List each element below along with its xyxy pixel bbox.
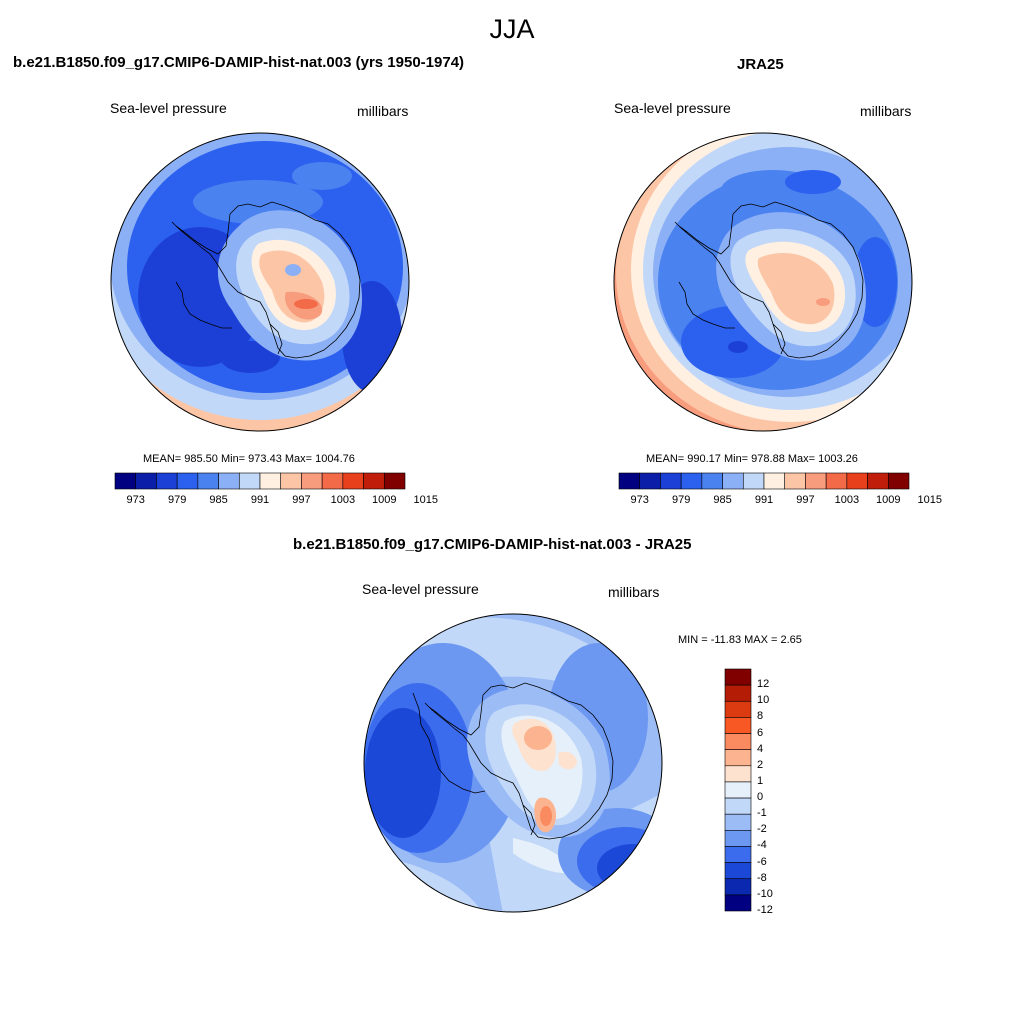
model-variable-label: Sea-level pressure <box>110 100 227 116</box>
model-colorbar-box <box>259 472 282 490</box>
diff-colorbar-box <box>724 797 752 815</box>
diff-colorbar-tick-label: 0 <box>757 791 764 804</box>
diff-colorbar-tick-label: 4 <box>757 742 764 755</box>
obs-colorbar-tick-label: 997 <box>796 494 815 506</box>
model-panel-title: b.e21.B1850.f09_g17.CMIP6-DAMIP-hist-nat… <box>13 54 465 71</box>
obs-colorbar-tick-label: 1003 <box>834 494 860 506</box>
diff-colorbar-tick-label: -6 <box>757 855 767 868</box>
model-colorbar-box <box>176 472 199 490</box>
obs-colorbar-box <box>825 472 848 490</box>
obs-colorbar-box <box>701 472 723 490</box>
obs-colorbar-box <box>680 472 703 490</box>
diff-colorbar-box <box>724 862 752 880</box>
model-colorbar-tick-label: 997 <box>292 494 311 506</box>
model-colorbar-box <box>321 472 344 490</box>
diff-colorbar <box>724 668 752 912</box>
obs-colorbar-box <box>784 472 806 490</box>
model-colorbar-tick-label: 1009 <box>372 494 397 506</box>
figure-title: JJA <box>489 14 535 44</box>
diff-colorbar-box <box>724 765 752 783</box>
diff-polar-map <box>363 613 663 913</box>
obs-colorbar-box <box>618 472 641 490</box>
obs-colorbar-tick-label: 1015 <box>917 494 942 506</box>
model-colorbar-box <box>114 472 137 490</box>
model-polar-map <box>110 132 410 432</box>
diff-colorbar-box <box>724 878 752 896</box>
obs-colorbar-box <box>887 472 910 490</box>
obs-colorbar-box <box>805 472 827 490</box>
diff-variable-label: Sea-level pressure <box>362 581 479 597</box>
obs-colorbar-box <box>763 472 786 490</box>
diff-colorbar-box <box>724 781 752 799</box>
diff-colorbar-tick-label: 10 <box>757 694 770 707</box>
diff-colorbar-box <box>724 668 752 686</box>
obs-colorbar-tick-label: 1009 <box>876 494 901 506</box>
model-colorbar-tick-label: 973 <box>126 494 145 506</box>
model-colorbar-box <box>218 472 240 490</box>
diff-colorbar-box <box>724 749 752 767</box>
diff-colorbar-box <box>724 846 752 863</box>
diff-units-label: millibars <box>608 584 660 600</box>
obs-colorbar-tick-label: 979 <box>671 494 691 506</box>
model-colorbar-box <box>363 472 385 490</box>
obs-colorbar-box <box>742 472 765 490</box>
model-colorbar-tick-label: 1003 <box>330 494 356 506</box>
model-colorbar-tick-label: 985 <box>209 494 228 506</box>
model-colorbar-tick-label: 991 <box>250 494 270 506</box>
model-colorbar <box>114 472 406 490</box>
obs-colorbar-box <box>867 472 889 490</box>
model-colorbar-box <box>156 472 178 490</box>
model-colorbar-box <box>238 472 261 490</box>
model-units-label: millibars <box>357 103 409 119</box>
diff-colorbar-tick-label: -12 <box>757 904 773 916</box>
diff-colorbar-box <box>724 894 752 912</box>
diff-colorbar-box <box>724 684 752 702</box>
diff-colorbar-tick-label: 12 <box>757 678 770 691</box>
obs-colorbar-box <box>660 472 682 490</box>
model-colorbar-box <box>197 472 219 490</box>
obs-panel-title: JRA25 <box>737 56 784 73</box>
diff-stats: MIN = -11.83 MAX = 2.65 <box>678 634 802 646</box>
obs-polar-map <box>613 132 913 432</box>
diff-colorbar-box <box>724 717 752 734</box>
diff-colorbar-tick-label: 2 <box>757 758 764 771</box>
diff-colorbar-tick-label: -2 <box>757 823 767 836</box>
diff-panel-title: b.e21.B1850.f09_g17.CMIP6-DAMIP-hist-nat… <box>293 536 692 553</box>
model-colorbar-box <box>301 472 323 490</box>
obs-colorbar-box <box>639 472 661 490</box>
diff-colorbar-tick-label: -1 <box>757 807 767 820</box>
diff-colorbar-tick-label: -10 <box>757 887 773 900</box>
model-colorbar-box <box>342 472 364 490</box>
diff-colorbar-tick-label: -4 <box>757 839 767 852</box>
obs-colorbar-box <box>722 472 744 490</box>
diff-colorbar-tick-label: -8 <box>757 871 767 884</box>
obs-colorbar-box <box>846 472 868 490</box>
diff-colorbar-tick-label: 1 <box>757 774 764 787</box>
obs-variable-label: Sea-level pressure <box>614 100 731 116</box>
diff-colorbar-box <box>724 733 752 750</box>
model-stats: MEAN= 985.50 Min= 973.43 Max= 1004.76 <box>143 453 355 465</box>
diff-colorbar-box <box>724 700 752 718</box>
diff-colorbar-box <box>724 830 752 847</box>
obs-units-label: millibars <box>860 103 912 119</box>
obs-colorbar-tick-label: 991 <box>754 494 774 506</box>
obs-stats: MEAN= 990.17 Min= 978.88 Max= 1003.26 <box>646 453 858 465</box>
model-colorbar-box <box>280 472 302 490</box>
diff-colorbar-box <box>724 813 752 831</box>
model-colorbar-box <box>135 472 157 490</box>
diff-colorbar-tick-label: 6 <box>757 726 764 739</box>
obs-colorbar-tick-label: 985 <box>713 494 732 506</box>
diff-colorbar-tick-label: 8 <box>757 710 764 723</box>
model-colorbar-tick-label: 1015 <box>413 494 438 506</box>
model-colorbar-tick-label: 979 <box>167 494 187 506</box>
obs-colorbar <box>618 472 910 490</box>
model-colorbar-box <box>383 472 406 490</box>
obs-colorbar-tick-label: 973 <box>630 494 649 506</box>
